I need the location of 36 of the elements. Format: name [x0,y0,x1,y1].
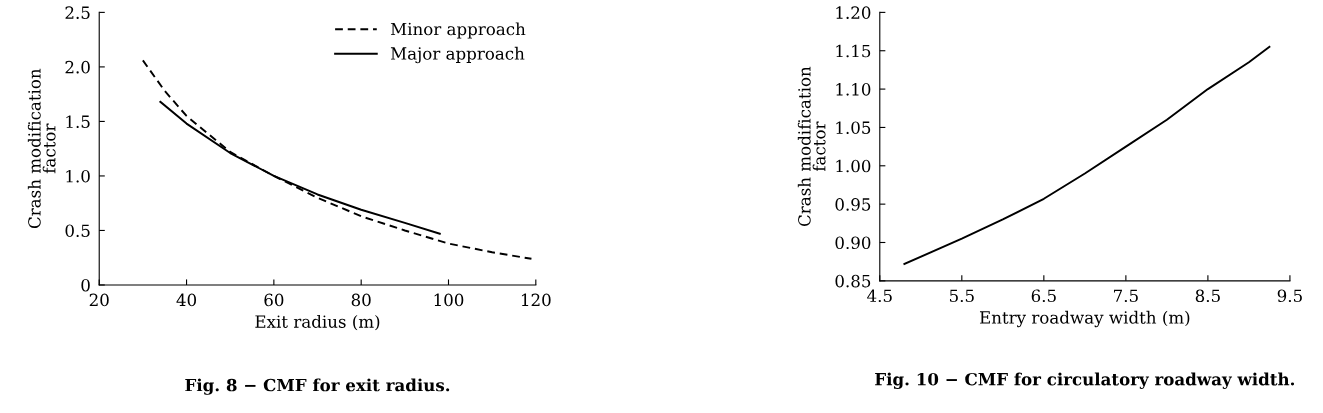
line-series [903,45,1271,265]
x-tick-label: 5.5 [949,289,974,303]
y-axis-title: Crash modification factor [797,66,826,226]
y-tick-label: 0 [81,278,90,292]
y-tick-label: 1.15 [836,44,871,58]
x-axis-title: Entry roadway width (m) [979,310,1190,328]
x-tick-label: 20 [89,293,109,307]
x-tick-label: 6.5 [1031,289,1056,303]
y-tick-label: 0.95 [835,198,871,211]
text: Fig. 10 − CMF for circulatory roadway width. [875,372,1295,389]
legend-label: Minor approach [390,22,526,39]
y-tick-label: 2.5 [65,6,90,19]
y-tick-label: 1.20 [836,6,871,19]
x-tick-label: 80 [351,293,371,307]
y-tick-label: 0.90 [835,236,871,250]
y-tick-label: 1.5 [66,115,90,128]
y-tick-label: 1.05 [836,121,871,135]
y-tick-label: 1.00 [836,159,871,173]
y-tick-label: 1.10 [836,83,871,96]
x-tick-label: 8.5 [1195,289,1220,303]
x-tick-label: 60 [264,293,284,307]
x-tick-label: 4.5 [867,289,892,303]
x-tick-label: 9.5 [1277,289,1302,303]
x-tick-label: 120 [521,293,551,307]
x-tick-label: 7.5 [1114,289,1138,303]
x-tick-label: 40 [176,293,197,307]
y-axis-title: Crash modification factor [27,68,56,229]
x-axis-title: Exit radius (m) [255,314,380,331]
text: Fig. 8 − CMF for exit radius. [185,378,450,395]
line-series [159,100,441,235]
y-tick-label: 0.85 [835,274,871,288]
y-tick-label: 1.0 [66,169,90,183]
legend-label: Major approach [390,46,525,64]
y-tick-label: 2.0 [65,60,90,74]
x-tick-label: 100 [434,293,464,307]
y-tick-label: 0.5 [65,224,90,238]
